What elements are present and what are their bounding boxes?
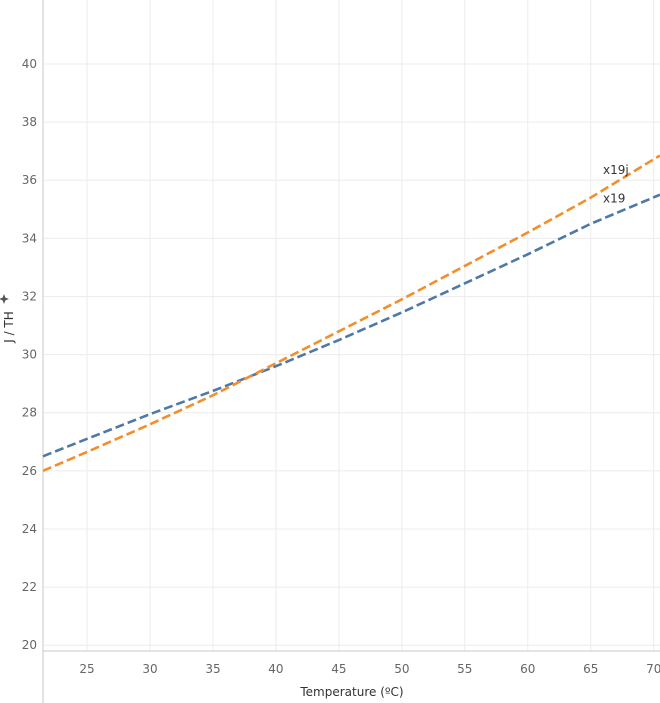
tick-labels: 25 30 35 40 45 50 55 60 65 70 20 22 24 26 28 30 32 34 36 38… (22, 57, 660, 676)
series-line-x19j[interactable] (42, 154, 660, 473)
y-tick-label: 32 (22, 289, 37, 303)
x-tick-label: 45 (331, 662, 346, 676)
x-tick-label: 60 (520, 662, 535, 676)
y-tick-label: 38 (22, 115, 37, 129)
series-line-x19[interactable] (42, 193, 660, 458)
y-tick-label: 20 (22, 638, 37, 652)
x-tick-label: 25 (79, 662, 94, 676)
x-tick-label: 65 (583, 662, 598, 676)
y-tick-label: 30 (22, 348, 37, 362)
x-axis-title: Temperature (ºC) (299, 685, 403, 699)
y-axis-title: J / TH (2, 311, 16, 344)
pin-icon[interactable] (0, 294, 9, 304)
y-tick-label: 26 (22, 464, 37, 478)
x-tick-label: 35 (205, 662, 220, 676)
y-tick-label: 22 (22, 580, 37, 594)
y-tick-label: 34 (22, 231, 37, 245)
series-label-x19j: x19j (603, 163, 629, 177)
series-lines (42, 154, 660, 473)
y-tick-label: 24 (22, 522, 37, 536)
x-tick-label: 30 (142, 662, 157, 676)
grid (43, 0, 660, 651)
y-tick-label: 36 (22, 173, 37, 187)
axes (42, 0, 660, 703)
x-tick-label: 55 (457, 662, 472, 676)
series-labels: x19 x19j (603, 163, 629, 205)
y-tick-label: 28 (22, 406, 37, 420)
x-tick-label: 40 (268, 662, 283, 676)
x-tick-label: 70 (646, 662, 660, 676)
series-label-x19: x19 (603, 192, 625, 206)
x-tick-label: 50 (394, 662, 409, 676)
y-tick-label: 40 (22, 57, 37, 71)
